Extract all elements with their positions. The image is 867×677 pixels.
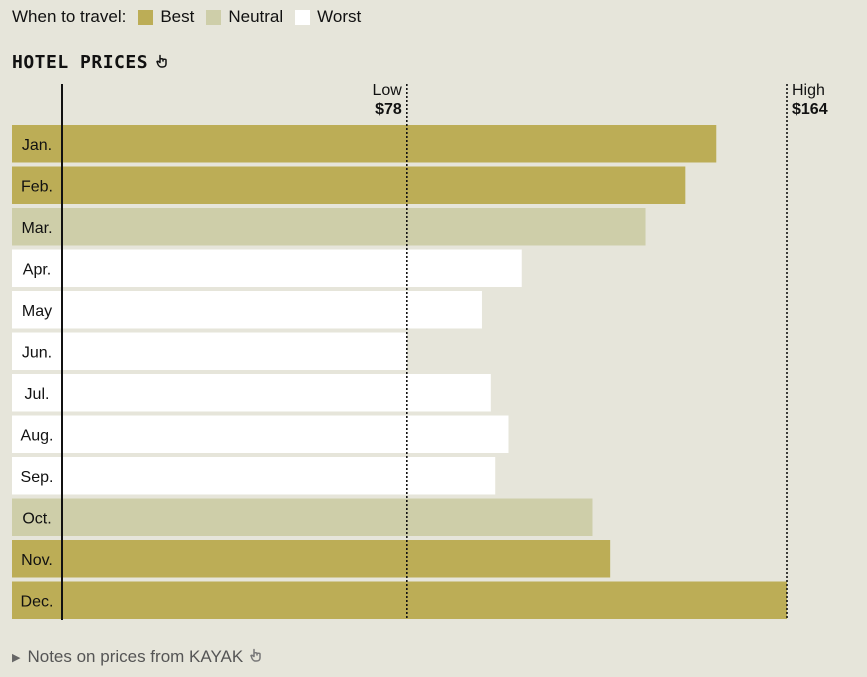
bar-jan (62, 125, 717, 163)
month-label-sep: Sep. (21, 469, 54, 486)
row-label-bg-feb (12, 166, 62, 204)
month-label-may: May (22, 303, 52, 320)
chart-title-row: HOTEL PRICES (12, 52, 168, 73)
bar-jun (62, 332, 407, 370)
bar-mar (62, 208, 646, 246)
bar-oct (62, 498, 593, 536)
row-label-bg-nov (12, 540, 62, 578)
legend-item-neutral: Neutral (206, 7, 283, 27)
row-label-bg-sep (12, 457, 62, 495)
bar-jul (62, 374, 491, 412)
legend-item-best: Best (138, 7, 194, 27)
month-label-apr: Apr. (23, 261, 51, 278)
row-label-bg-jan (12, 125, 62, 163)
bar-nov (62, 540, 611, 578)
month-label-jan: Jan. (22, 137, 52, 154)
month-label-nov: Nov. (21, 552, 53, 569)
month-label-feb: Feb. (21, 178, 53, 195)
bar-aug (62, 415, 509, 453)
legend-title: When to travel: (12, 7, 127, 26)
row-label-bg-jul (12, 374, 62, 412)
reference-value-low: $78 (375, 101, 402, 118)
legend-item-worst: Worst (295, 7, 361, 27)
month-label-jun: Jun. (22, 344, 52, 361)
bar-sep (62, 457, 496, 495)
row-label-bg-dec (12, 581, 62, 619)
notes-link-label: Notes on prices from KAYAK (27, 647, 244, 666)
row-label-bg-mar (12, 208, 62, 246)
month-label-aug: Aug. (21, 427, 54, 444)
legend-label-worst: Worst (317, 7, 362, 26)
month-label-jul: Jul. (25, 386, 50, 403)
row-label-bg-oct (12, 498, 62, 536)
legend: When to travel: Best Neutral Worst (12, 6, 373, 28)
hotel-prices-chart: Jan. Feb. Mar. Apr. May Jun. Jul. Aug. Sep. Oct. N… (12, 82, 828, 620)
row-label-bg-apr (12, 249, 62, 287)
row-label-bg-may (12, 291, 62, 329)
row-label-bg-aug (12, 415, 62, 453)
bar-apr (62, 249, 522, 287)
pointer-hand-icon[interactable] (156, 52, 168, 73)
reference-label-high: High (792, 82, 825, 99)
reference-value-high: $164 (792, 101, 828, 118)
notes-link[interactable]: ▶ Notes on prices from KAYAK (12, 647, 262, 667)
bar-dec (62, 581, 787, 619)
month-label-dec: Dec. (21, 593, 54, 610)
bar-feb (62, 166, 686, 204)
expand-triangle-icon: ▶ (12, 651, 21, 664)
month-label-oct: Oct. (22, 510, 51, 527)
row-label-bg-jun (12, 332, 62, 370)
month-label-mar: Mar. (21, 220, 52, 237)
reference-label-low: Low (372, 82, 402, 99)
legend-swatch-worst (295, 9, 311, 25)
bar-may (62, 291, 482, 329)
pointer-hand-icon-footer (250, 647, 262, 667)
legend-swatch-neutral (206, 9, 222, 25)
chart-title: HOTEL PRICES (12, 52, 149, 73)
legend-label-best: Best (160, 7, 195, 26)
legend-swatch-best (138, 9, 154, 25)
legend-label-neutral: Neutral (228, 7, 284, 26)
